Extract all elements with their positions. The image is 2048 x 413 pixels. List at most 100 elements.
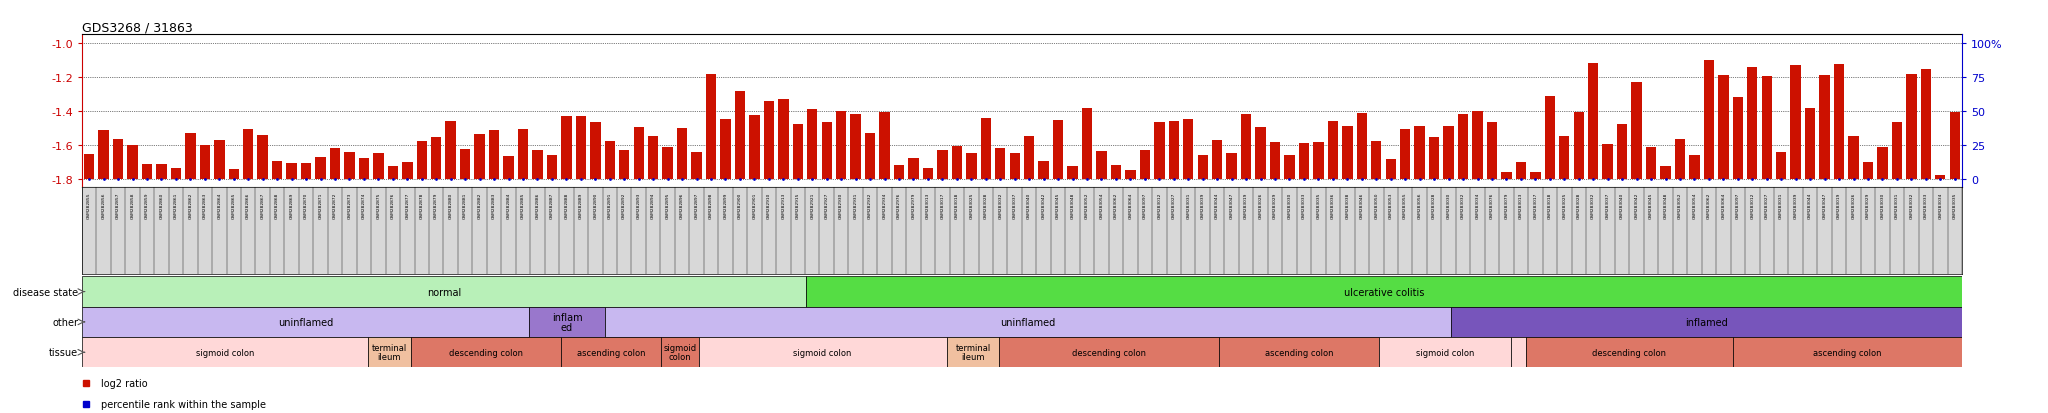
Text: GSM283013: GSM283013 — [1520, 192, 1524, 218]
Bar — [446, 122, 457, 179]
Point — [969, 176, 1001, 183]
Bar — [330, 149, 340, 179]
Text: GSM282880: GSM282880 — [449, 192, 453, 218]
Point — [1200, 176, 1233, 183]
Bar — [1559, 137, 1569, 179]
Text: GSM283044: GSM283044 — [1214, 192, 1219, 218]
Bar — [1733, 97, 1743, 179]
Text: GSM282887: GSM282887 — [551, 192, 553, 218]
Text: GSM282874: GSM282874 — [362, 192, 367, 218]
Bar — [1864, 162, 1874, 179]
Bar — [301, 163, 311, 179]
Text: GSM282861: GSM282861 — [174, 192, 178, 218]
Bar — [1444, 126, 1454, 179]
Point — [1071, 176, 1104, 183]
Point — [1274, 176, 1307, 183]
Point — [1837, 176, 1870, 183]
Bar — [1284, 156, 1294, 179]
Text: GSM283056: GSM283056 — [1417, 192, 1421, 219]
Text: GSM282890: GSM282890 — [594, 192, 598, 218]
Text: GSM283032: GSM283032 — [997, 192, 1001, 218]
Bar — [387, 167, 397, 179]
Text: GSM283050: GSM283050 — [1374, 192, 1378, 219]
Point — [940, 176, 973, 183]
Text: GSM282910: GSM282910 — [766, 192, 770, 218]
Point — [246, 176, 279, 183]
Point — [1548, 176, 1581, 183]
Text: GSM283027: GSM283027 — [1765, 192, 1769, 218]
Bar — [1733, 337, 1962, 368]
Point — [1751, 176, 1784, 183]
Text: uninflamed: uninflamed — [279, 317, 334, 327]
Text: GSM282921: GSM282921 — [811, 192, 815, 218]
Point — [377, 176, 410, 183]
Bar — [924, 168, 934, 179]
Text: GSM282976: GSM282976 — [897, 192, 901, 218]
Point — [623, 176, 655, 183]
Bar — [1747, 68, 1757, 179]
Point — [840, 176, 872, 183]
Point — [492, 176, 524, 183]
Bar — [1184, 120, 1194, 179]
Text: GSM282927: GSM282927 — [825, 192, 829, 218]
Bar — [1458, 115, 1468, 179]
Bar — [590, 122, 600, 179]
Bar — [750, 116, 760, 179]
Text: GSM282888: GSM282888 — [565, 192, 569, 218]
Bar — [1110, 166, 1120, 179]
Text: GSM283030: GSM283030 — [1288, 192, 1292, 218]
Text: GSM282899: GSM282899 — [723, 192, 727, 218]
Point — [1128, 176, 1161, 183]
Point — [1722, 176, 1755, 183]
Text: GSM283018: GSM283018 — [1548, 192, 1552, 218]
Point — [1794, 176, 1827, 183]
Text: GSM283062: GSM283062 — [1114, 192, 1118, 218]
Text: GSM283019: GSM283019 — [1243, 192, 1247, 218]
Bar — [778, 100, 788, 179]
Text: GSM283028: GSM283028 — [1577, 192, 1581, 218]
Point — [1042, 176, 1075, 183]
Bar — [1573, 113, 1583, 179]
Text: ascending colon: ascending colon — [1812, 348, 1882, 357]
Bar — [735, 92, 745, 179]
Point — [1346, 176, 1378, 183]
Text: GSM282866: GSM282866 — [246, 192, 250, 218]
Text: GSM283028: GSM283028 — [1432, 192, 1436, 218]
Text: other: other — [51, 317, 78, 327]
Bar — [1378, 337, 1511, 368]
Text: GSM283046: GSM283046 — [1360, 192, 1364, 218]
Bar — [1270, 142, 1280, 179]
Bar — [1415, 127, 1425, 179]
Text: GSM283035: GSM283035 — [1317, 192, 1321, 219]
Text: sigmoid colon: sigmoid colon — [1415, 348, 1475, 357]
Bar — [401, 162, 412, 179]
Text: GSM282891: GSM282891 — [608, 192, 612, 218]
Bar — [1530, 172, 1540, 179]
Point — [1591, 176, 1624, 183]
Bar — [1675, 140, 1686, 179]
Point — [1214, 176, 1247, 183]
Text: GSM282932: GSM282932 — [868, 192, 872, 218]
Point — [1186, 176, 1219, 183]
Point — [997, 176, 1030, 183]
Text: GSM283076: GSM283076 — [1491, 192, 1493, 218]
Text: GSM283038: GSM283038 — [1346, 192, 1350, 218]
Bar — [184, 134, 197, 179]
Point — [1505, 176, 1538, 183]
Text: GSM282979: GSM282979 — [911, 192, 915, 218]
Bar — [518, 130, 528, 179]
Text: GSM283026: GSM283026 — [1260, 192, 1262, 218]
Point — [608, 176, 641, 183]
Point — [1634, 176, 1667, 183]
Point — [1649, 176, 1681, 183]
Bar — [1155, 123, 1165, 179]
Point — [1677, 176, 1710, 183]
Bar — [764, 102, 774, 179]
Point — [520, 176, 553, 183]
Point — [506, 176, 539, 183]
Bar — [698, 337, 946, 368]
Bar — [1544, 97, 1554, 179]
Bar — [893, 165, 905, 179]
Bar — [156, 164, 166, 179]
Bar — [1356, 114, 1366, 179]
